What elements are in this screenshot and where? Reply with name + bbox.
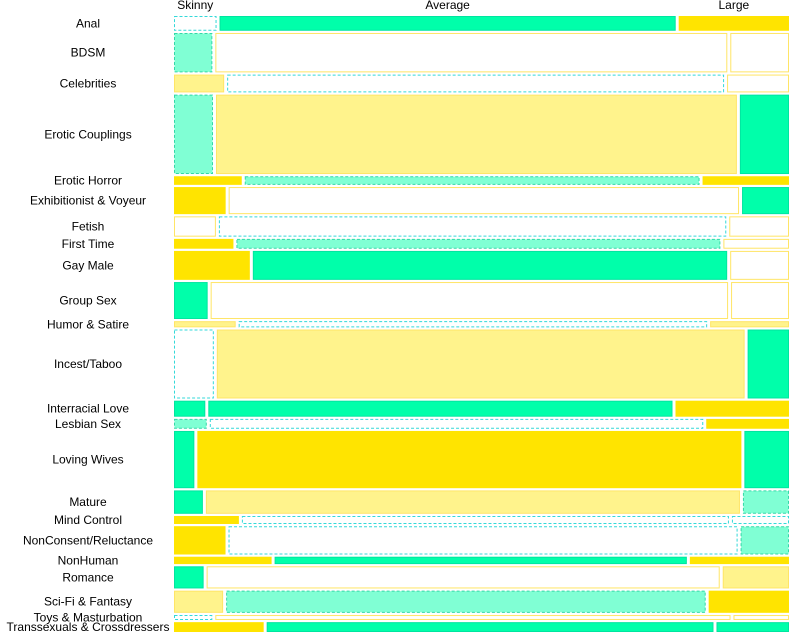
- tile-first-time-skinny: [174, 238, 234, 249]
- row-label-sci-fi-fantasy: Sci-Fi & Fantasy: [44, 595, 132, 609]
- row-label-nonconsent-reluctance: NonConsent/Reluctance: [23, 533, 153, 547]
- tile-exhibitionist-voyeur-average: [228, 187, 740, 215]
- tile-fetish-large: [729, 216, 789, 237]
- tile-sci-fi-fantasy-skinny: [174, 590, 224, 613]
- tile-exhibitionist-voyeur-large: [742, 187, 789, 215]
- tile-group-sex-average: [210, 282, 729, 319]
- row-label-bdsm: BDSM: [71, 46, 106, 60]
- row-label-incest-taboo: Incest/Taboo: [54, 357, 122, 371]
- row-labels: Anal BDSM Celebrities Erotic Couplings Eroti…: [7, 16, 170, 632]
- tile-humor-satire-average: [238, 321, 708, 328]
- tile-loving-wives-average: [197, 430, 742, 489]
- tile-erotic-couplings-large: [739, 94, 789, 175]
- tile-mind-control-average: [241, 515, 729, 524]
- tile-erotic-couplings-average: [215, 94, 737, 175]
- tile-loving-wives-skinny: [174, 430, 195, 489]
- tile-fetish-average: [218, 216, 727, 237]
- row-label-loving-wives: Loving Wives: [52, 453, 123, 467]
- tile-erotic-horror-large: [702, 176, 789, 185]
- tile-nonhuman-average: [274, 556, 687, 565]
- tile-interracial-love-skinny: [174, 400, 206, 417]
- tile-nonconsent-reluctance-average: [228, 526, 738, 555]
- row-label-mature: Mature: [69, 495, 107, 509]
- tile-mind-control-skinny: [174, 515, 239, 524]
- row-label-interracial-love: Interracial Love: [47, 402, 129, 416]
- tile-lesbian-sex-large: [706, 418, 789, 429]
- tile-nonhuman-large: [689, 556, 789, 565]
- tile-bdsm-large: [730, 32, 789, 73]
- tile-anal-skinny: [174, 16, 217, 31]
- tile-transsexuals-crossdressers-large: [716, 622, 789, 632]
- row-label-erotic-horror: Erotic Horror: [54, 174, 122, 188]
- tile-humor-satire-skinny: [174, 321, 236, 328]
- tile-celebrities-skinny: [174, 74, 225, 93]
- tile-toys-masturbation-skinny: [174, 615, 213, 620]
- row-label-toys-masturbation: Toys & Masturbation: [34, 610, 143, 624]
- tile-erotic-horror-average: [244, 176, 700, 185]
- tile-nonhuman-skinny: [174, 556, 272, 565]
- tile-gay-male-skinny: [174, 250, 250, 280]
- tile-bdsm-average: [215, 32, 728, 73]
- tile-romance-large: [722, 566, 789, 589]
- row-label-anal: Anal: [76, 16, 100, 30]
- row-label-erotic-couplings: Erotic Couplings: [44, 127, 131, 141]
- tile-mature-skinny: [174, 490, 203, 514]
- tile-anal-average: [219, 16, 676, 31]
- tile-romance-average: [206, 566, 720, 589]
- tile-bdsm-skinny: [174, 32, 213, 73]
- tile-interracial-love-average: [208, 400, 673, 417]
- row-label-exhibitionist-voyeur: Exhibitionist & Voyeur: [30, 194, 146, 208]
- tile-sci-fi-fantasy-large: [708, 590, 789, 613]
- tile-first-time-average: [236, 238, 721, 249]
- tile-gay-male-large: [730, 250, 789, 280]
- row-label-first-time: First Time: [62, 237, 115, 251]
- tile-first-time-large: [723, 238, 789, 249]
- row-label-nonhuman: NonHuman: [58, 553, 119, 567]
- mosaic-tiles: [174, 16, 789, 632]
- column-header-skinny: Skinny: [177, 0, 213, 12]
- tile-transsexuals-crossdressers-skinny: [174, 622, 264, 632]
- tile-gay-male-average: [252, 250, 728, 280]
- tile-loving-wives-large: [744, 430, 789, 489]
- tile-incest-taboo-average: [216, 329, 745, 399]
- tile-lesbian-sex-skinny: [174, 418, 207, 429]
- tile-humor-satire-large: [710, 321, 789, 328]
- row-label-lesbian-sex: Lesbian Sex: [55, 417, 121, 431]
- row-label-group-sex: Group Sex: [59, 294, 116, 308]
- tile-incest-taboo-skinny: [174, 329, 214, 399]
- row-label-celebrities: Celebrities: [60, 77, 117, 91]
- tile-interracial-love-large: [675, 400, 789, 417]
- tile-lesbian-sex-average: [209, 418, 704, 429]
- column-header-large: Large: [718, 0, 749, 12]
- tile-celebrities-average: [227, 74, 725, 93]
- tile-celebrities-large: [727, 74, 789, 93]
- column-header-average: Average: [425, 0, 470, 12]
- row-label-gay-male: Gay Male: [62, 258, 114, 272]
- tile-mature-large: [742, 490, 789, 514]
- tile-toys-masturbation-large: [733, 615, 789, 620]
- tile-incest-taboo-large: [747, 329, 789, 399]
- tile-exhibitionist-voyeur-skinny: [174, 187, 226, 215]
- tile-toys-masturbation-average: [215, 615, 731, 620]
- tile-mind-control-large: [731, 515, 789, 524]
- tile-fetish-skinny: [174, 216, 216, 237]
- row-label-fetish: Fetish: [72, 220, 105, 234]
- tile-nonconsent-reluctance-large: [740, 526, 789, 555]
- row-label-mind-control: Mind Control: [54, 513, 122, 527]
- tile-sci-fi-fantasy-average: [226, 590, 706, 613]
- row-label-transsexuals-crossdressers: Transsexuals & Crossdressers: [7, 620, 170, 632]
- tile-romance-skinny: [174, 566, 204, 589]
- tile-group-sex-large: [731, 282, 789, 319]
- tile-mature-average: [205, 490, 740, 514]
- tile-transsexuals-crossdressers-average: [266, 622, 714, 632]
- tile-anal-large: [678, 16, 789, 31]
- tile-erotic-horror-skinny: [174, 176, 242, 185]
- row-label-humor-satire: Humor & Satire: [47, 317, 129, 331]
- tile-group-sex-skinny: [174, 282, 208, 319]
- tile-nonconsent-reluctance-skinny: [174, 526, 226, 555]
- tile-erotic-couplings-skinny: [174, 94, 213, 175]
- row-label-romance: Romance: [62, 570, 114, 584]
- column-headers: Skinny Average Large: [177, 0, 749, 12]
